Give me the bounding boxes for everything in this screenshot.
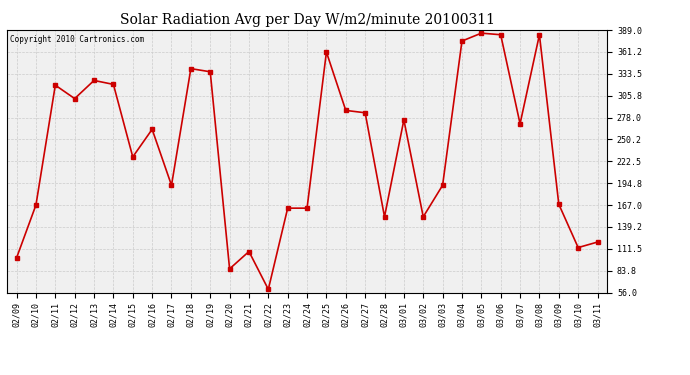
Title: Solar Radiation Avg per Day W/m2/minute 20100311: Solar Radiation Avg per Day W/m2/minute … — [119, 13, 495, 27]
Text: Copyright 2010 Cartronics.com: Copyright 2010 Cartronics.com — [10, 35, 144, 44]
